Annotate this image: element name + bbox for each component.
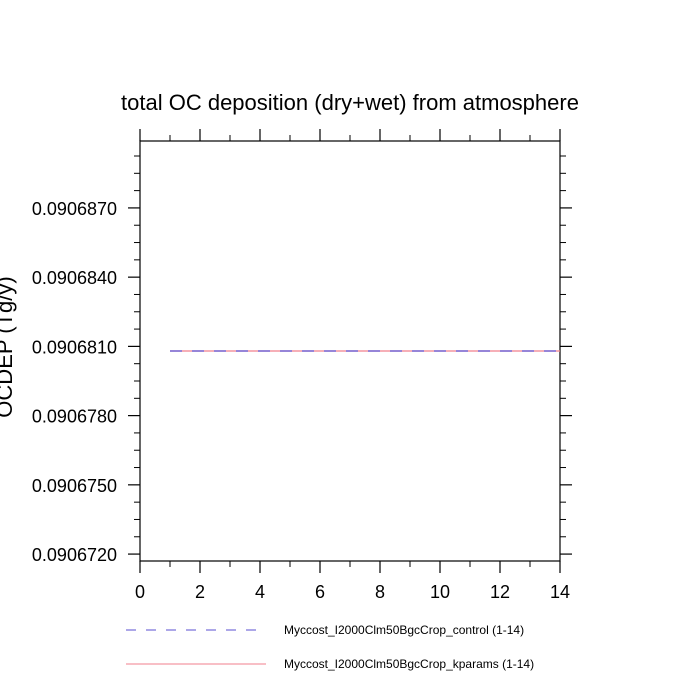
y-tick-label: 0.0906810 (32, 337, 117, 357)
x-tick-label: 12 (490, 582, 510, 602)
x-tick-label: 6 (315, 582, 325, 602)
y-tick-label: 0.0906720 (32, 545, 117, 565)
legend-label-2: Myccost_I2000Clm50BgcCrop_kparams (1-14) (284, 657, 534, 671)
y-tick-label: 0.0906750 (32, 476, 117, 496)
y-axis-label: OCDEP (Tg/y) (0, 276, 17, 417)
ticks-layer: 0 2 4 6 8 10 12 14 0.0906720 0.0906750 0.0906780 0.… (32, 129, 572, 602)
y-tick-label: 0.0906780 (32, 407, 117, 427)
x-tick-label: 14 (550, 582, 570, 602)
legend: Myccost_I2000Clm50BgcCrop_control (1-14)… (126, 623, 534, 671)
y-tick-label: 0.0906870 (32, 199, 117, 219)
x-tick-label: 4 (255, 582, 265, 602)
x-tick-label: 0 (135, 582, 145, 602)
x-tick-label: 8 (375, 582, 385, 602)
y-tick-label: 0.0906840 (32, 268, 117, 288)
legend-label-1: Myccost_I2000Clm50BgcCrop_control (1-14) (284, 623, 524, 637)
x-tick-label: 10 (430, 582, 450, 602)
chart-title: total OC deposition (dry+wet) from atmos… (121, 90, 579, 115)
x-tick-label: 2 (195, 582, 205, 602)
